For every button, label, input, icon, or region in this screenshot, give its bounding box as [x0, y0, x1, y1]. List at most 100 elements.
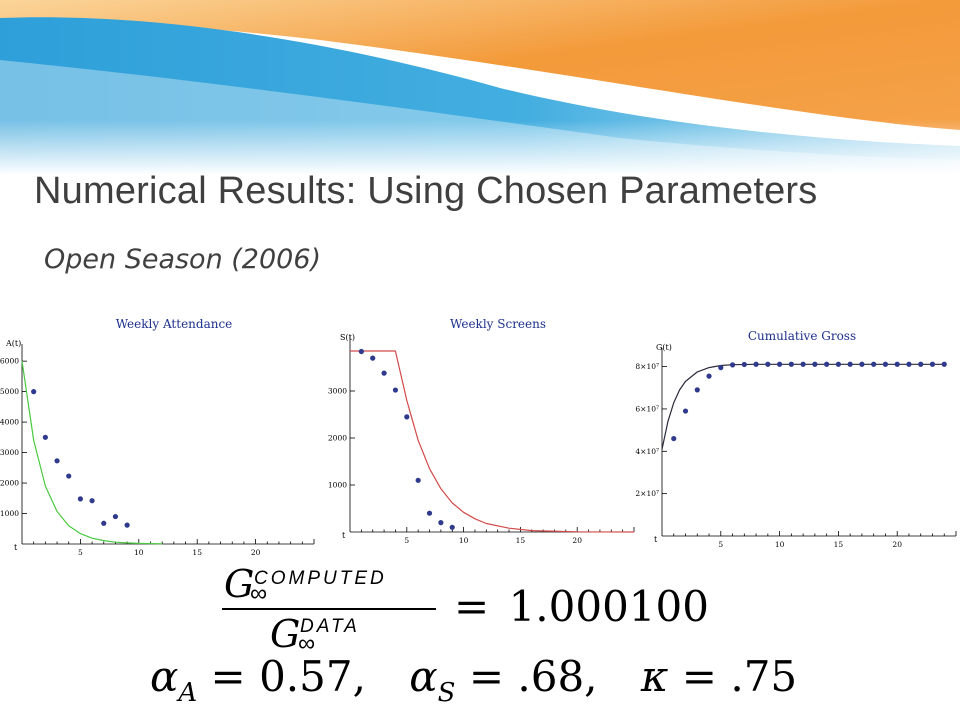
data-point	[906, 361, 912, 367]
numerator-superscript: COMPUTED	[254, 568, 387, 589]
data-point	[89, 498, 95, 504]
denominator-symbol: G	[270, 612, 301, 656]
data-point	[392, 387, 399, 393]
data-point	[929, 361, 936, 367]
y-axis-label: A(t)	[5, 339, 21, 348]
y-tick-label: 8×10⁷	[635, 362, 659, 371]
y-tick-label: 6×10⁷	[635, 404, 659, 413]
x-tick-label: 5	[404, 536, 409, 545]
gross-ratio-fraction: G COMPUTED ∞ G DATA ∞	[220, 562, 440, 657]
x-tick-label: 20	[251, 548, 261, 557]
data-point	[404, 414, 410, 420]
data-point	[31, 389, 37, 395]
data-point	[894, 361, 900, 367]
y-tick-label: 4000	[0, 418, 19, 427]
denominator-superscript: DATA	[300, 616, 360, 637]
chart-cumulative-gross: Cumulative Gross G(t) t 5 10 15 20 2×10⁷ 4×10⁷ 6×…	[635, 329, 957, 549]
x-axis-label: t	[342, 531, 346, 540]
x-axis-label: t	[14, 543, 18, 552]
data-point	[777, 361, 783, 367]
data-point	[671, 435, 677, 442]
data-point	[729, 362, 736, 368]
x-tick-label: 5	[78, 548, 83, 557]
param-kappa: κ = .75	[640, 652, 798, 701]
data-point	[77, 496, 83, 502]
data-point	[706, 373, 712, 379]
model-curve	[350, 350, 635, 533]
data-point	[765, 361, 771, 367]
y-tick-label: 3000	[328, 387, 347, 396]
data-point	[788, 361, 794, 367]
slide-title: Numerical Results: Using Chosen Paramete…	[34, 170, 818, 212]
x-tick-label: 10	[459, 536, 469, 545]
data-point	[66, 473, 72, 479]
numerator-subscript: ∞	[250, 580, 268, 607]
x-tick-label: 15	[834, 540, 844, 549]
param-alpha-a: αA = 0.57,	[150, 652, 366, 708]
data-point	[112, 513, 119, 520]
data-point	[415, 477, 421, 483]
data-point	[812, 361, 818, 367]
data-point	[54, 458, 60, 464]
x-tick-label: 5	[718, 540, 723, 549]
y-tick-label: 5000	[0, 387, 19, 396]
y-tick-label: 6000	[0, 357, 19, 366]
gross-ratio-result: = 1.000100	[454, 582, 709, 631]
data-point	[918, 361, 924, 367]
y-tick-label: 2000	[328, 434, 347, 443]
y-tick-label: 4×10⁷	[635, 447, 659, 456]
data-point	[358, 348, 364, 355]
chart-title: Weekly Attendance	[116, 317, 233, 331]
param-alpha-s: αS = .68,	[409, 652, 598, 708]
y-axis-label: G(t)	[656, 343, 672, 352]
model-curve	[21, 361, 163, 545]
y-tick-label: 3000	[0, 448, 19, 457]
x-tick-label: 20	[572, 536, 582, 545]
data-point	[859, 361, 865, 367]
chart-weekly-screens: Weekly Screens S(t) t 5 10 15 20 1000 2000 3000	[328, 317, 635, 545]
data-point	[101, 520, 107, 526]
data-point	[824, 361, 830, 367]
x-axis-label: t	[654, 535, 658, 544]
chart-weekly-attendance: Weekly Attendance A(t) t 5 10 15 20 1000 2000 300…	[0, 317, 315, 557]
chart-title: Weekly Screens	[450, 317, 546, 331]
data-point	[835, 361, 841, 367]
data-point	[370, 355, 376, 361]
y-tick-label: 2×10⁷	[635, 489, 659, 498]
data-point	[449, 524, 455, 530]
y-tick-label: 2000	[0, 479, 19, 488]
data-point	[941, 361, 947, 367]
data-point	[718, 365, 724, 371]
data-point	[42, 434, 48, 440]
equals-sign: =	[454, 582, 490, 631]
parameter-equation: αA = 0.57, αS = .68, κ = .75	[150, 652, 798, 708]
data-point	[871, 361, 877, 367]
x-tick-label: 20	[892, 540, 902, 549]
y-tick-label: 1000	[328, 481, 347, 490]
data-point	[741, 361, 747, 368]
data-point	[847, 361, 853, 367]
x-tick-label: 10	[775, 540, 785, 549]
x-tick-label: 15	[192, 548, 202, 557]
y-tick-label: 1000	[0, 509, 19, 518]
data-point	[381, 370, 387, 376]
header-banner	[0, 0, 960, 175]
data-point	[682, 408, 689, 414]
data-point	[800, 361, 806, 367]
y-axis-label: S(t)	[340, 333, 355, 342]
x-tick-label: 10	[134, 548, 144, 557]
data-point	[124, 522, 130, 528]
denominator-subscript: ∞	[298, 630, 316, 657]
data-point	[694, 387, 700, 393]
data-point	[426, 510, 433, 516]
gross-ratio-value: 1.000100	[508, 582, 709, 631]
data-point	[753, 361, 759, 367]
x-tick-label: 15	[516, 536, 526, 545]
data-point	[882, 361, 889, 367]
numerator-symbol: G	[224, 562, 255, 606]
fraction-bar	[222, 608, 436, 610]
chart-title: Cumulative Gross	[748, 329, 856, 343]
slide-subtitle: Open Season (2006)	[44, 244, 322, 275]
data-point	[438, 520, 444, 526]
model-curve	[661, 363, 945, 450]
